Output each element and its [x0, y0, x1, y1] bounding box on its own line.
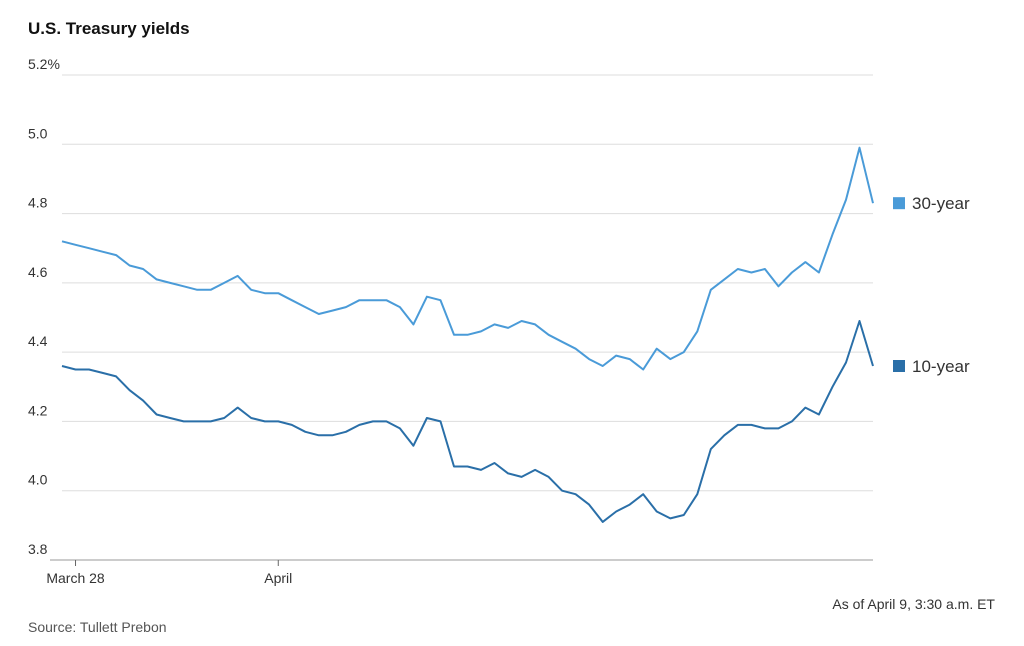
x-tick-label: March 28	[46, 570, 105, 586]
legend-label: 10-year	[912, 357, 970, 376]
y-tick-label: 4.4	[28, 333, 48, 349]
y-tick-label: 4.2	[28, 402, 48, 418]
chart-title: U.S. Treasury yields	[28, 19, 190, 38]
y-tick-label: 4.6	[28, 264, 48, 280]
legend-swatch	[893, 360, 905, 372]
source: Source: Tullett Prebon	[28, 619, 167, 635]
note: As of April 9, 3:30 a.m. ET	[832, 596, 995, 612]
x-tick-label: April	[264, 570, 292, 586]
y-tick-label: 5.0	[28, 125, 48, 141]
y-tick-label: 4.8	[28, 195, 48, 211]
legend-swatch	[893, 197, 905, 210]
y-tick-label: 5.2%	[28, 56, 60, 72]
line-series	[61, 320, 874, 523]
line-series	[61, 146, 874, 371]
y-tick-label: 3.8	[28, 541, 48, 557]
y-tick-label: 4.0	[28, 472, 48, 488]
legend-label: 30-year	[912, 194, 970, 213]
